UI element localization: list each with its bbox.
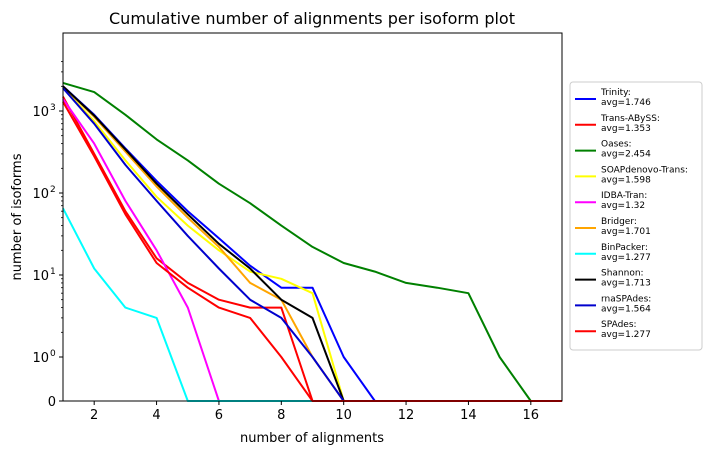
y-tick-exponent: 0 (50, 349, 56, 359)
chart-title: Cumulative number of alignments per isof… (109, 9, 515, 28)
legend-sublabel: avg=1.277 (601, 330, 651, 340)
legend-label: Trinity: (600, 88, 631, 98)
legend-label: Trans-ABySS: (600, 114, 660, 124)
x-tick-label: 14 (460, 408, 477, 423)
legend-label: SOAPdenovo-Trans: (601, 165, 688, 175)
x-axis: 2 4 6 8 10 12 14 16 (90, 401, 539, 423)
legend-box (569, 81, 703, 351)
plot-lines (62, 81, 562, 402)
x-axis-label: number of alignments (240, 431, 384, 446)
series-line-8 (62, 85, 562, 402)
y-tick-label: 0 (48, 395, 56, 410)
x-tick-label: 6 (215, 408, 223, 423)
series-line-9 (62, 87, 562, 402)
legend-sublabel: avg=1.353 (601, 124, 651, 134)
legend-sublabel: avg=1.598 (601, 175, 651, 185)
y-tick-exponent: 2 (50, 185, 56, 195)
legend-sublabel: avg=1.701 (601, 227, 651, 237)
legend-sublabel: avg=2.454 (601, 150, 651, 160)
y-axis-label: number of isoforms (10, 153, 25, 280)
x-tick-label: 2 (90, 408, 98, 423)
y-tick-exponent: 1 (50, 267, 56, 277)
y-tick-exponent: 3 (50, 103, 56, 113)
plot-area-frame (62, 32, 563, 402)
y-tick-label: 10 (32, 105, 49, 120)
legend: Trinity:avg=1.746 Trans-ABySS:avg=1.353 Oa… (569, 81, 703, 351)
legend-label: Shannon: (601, 269, 644, 279)
legend-sublabel: avg=1.32 (601, 201, 645, 211)
x-tick-label: 10 (335, 408, 352, 423)
series-line-7 (62, 207, 562, 402)
legend-label: Bridger: (601, 217, 637, 227)
legend-sublabel: avg=1.713 (601, 279, 651, 289)
legend-sublabel: avg=1.564 (601, 304, 651, 314)
series-line-3 (62, 81, 562, 402)
legend-items: Trinity:avg=1.746 Trans-ABySS:avg=1.353 Oa… (575, 88, 688, 340)
series-line-6 (62, 85, 562, 402)
y-tick-label: 10 (32, 351, 49, 366)
y-tick-label: 10 (32, 269, 49, 284)
legend-label: rnaSPAdes: (601, 294, 651, 304)
legend-label: SPAdes: (601, 320, 637, 330)
series-line-4 (62, 87, 562, 402)
x-tick-label: 16 (523, 408, 540, 423)
legend-label: Oases: (601, 140, 632, 150)
x-tick-label: 8 (277, 408, 285, 423)
x-tick-label: 4 (152, 408, 160, 423)
series-line-1 (62, 85, 562, 402)
x-tick-label: 12 (398, 408, 415, 423)
legend-label: BinPacker: (601, 243, 648, 253)
legend-label: IDBA-Tran: (601, 191, 647, 201)
legend-sublabel: avg=1.746 (601, 98, 651, 108)
y-tick-label: 10 (32, 187, 49, 202)
legend-sublabel: avg=1.277 (601, 253, 651, 263)
